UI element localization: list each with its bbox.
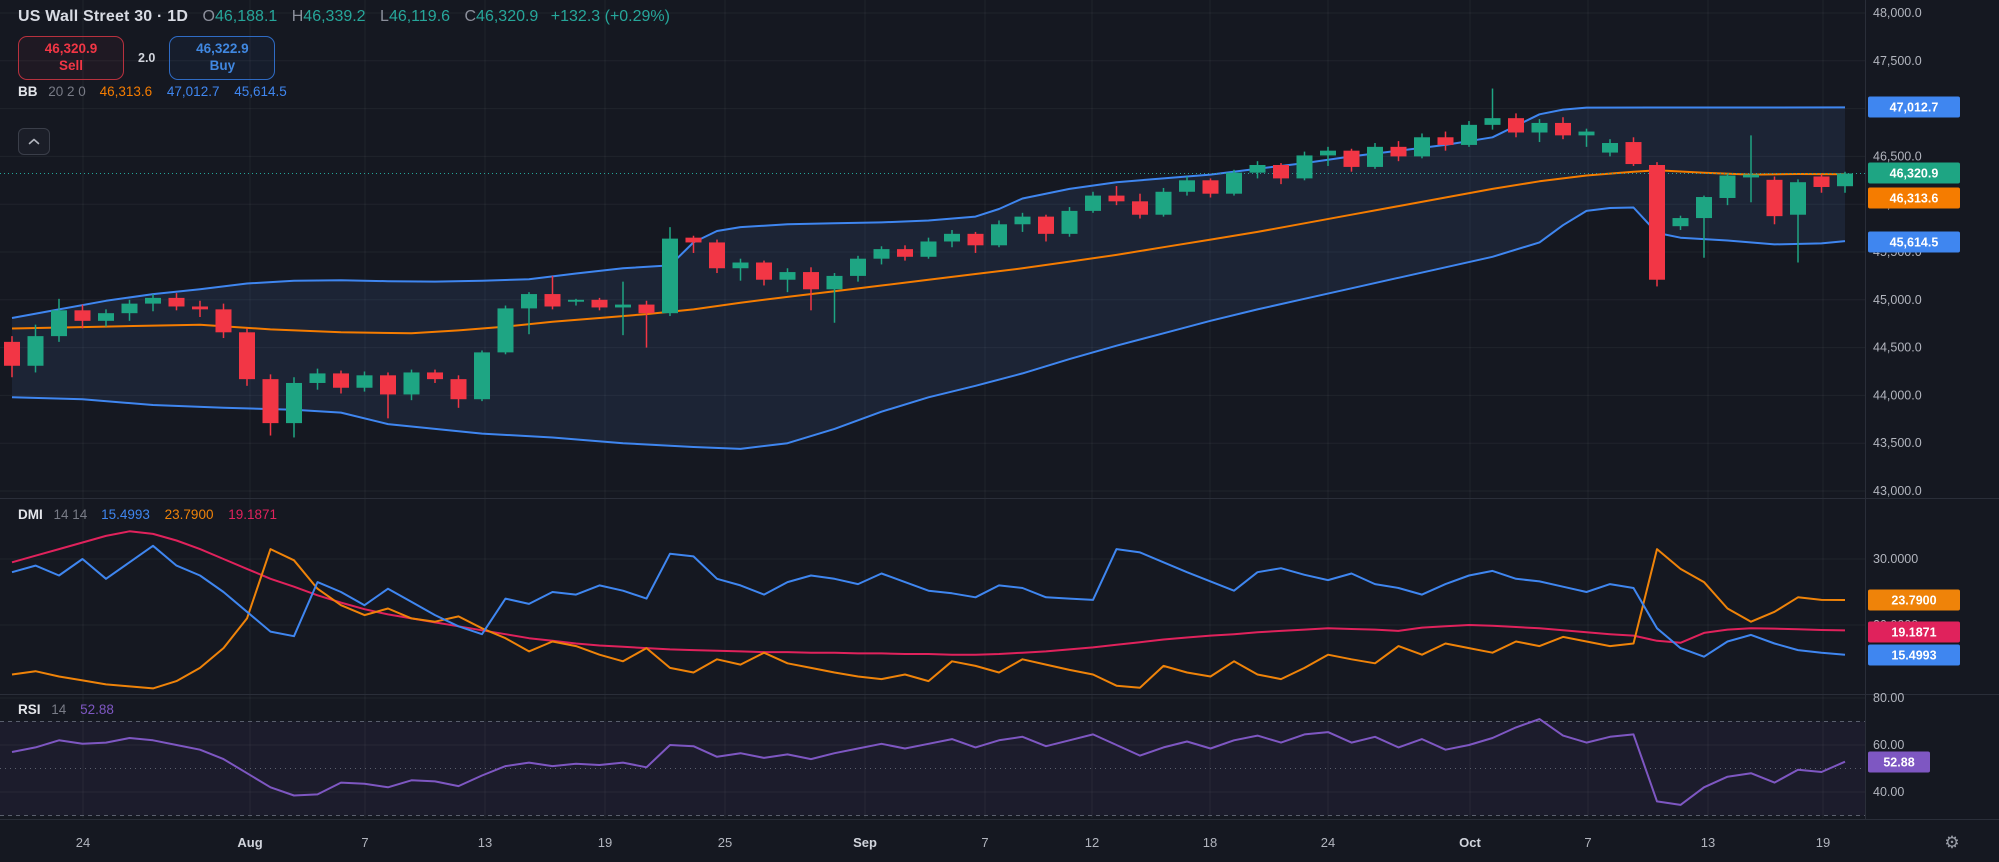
chevron-up-icon bbox=[28, 138, 40, 145]
svg-text:43,500.0: 43,500.0 bbox=[1873, 436, 1922, 450]
sell-button[interactable]: 46,320.9 Sell bbox=[18, 36, 124, 80]
svg-text:7: 7 bbox=[361, 835, 368, 850]
svg-text:7: 7 bbox=[1584, 835, 1591, 850]
buy-button[interactable]: 46,322.9 Buy bbox=[169, 36, 276, 80]
svg-text:23.7900: 23.7900 bbox=[1891, 594, 1936, 608]
trade-panel: 46,320.9 Sell 2.0 46,322.9 Buy bbox=[18, 36, 276, 80]
spread-value: 2.0 bbox=[138, 51, 156, 65]
low-value: 46,119.6 bbox=[388, 8, 451, 25]
collapse-legend-button[interactable] bbox=[18, 128, 50, 155]
svg-text:30.0000: 30.0000 bbox=[1873, 552, 1918, 566]
svg-text:24: 24 bbox=[1321, 835, 1335, 850]
svg-text:44,500.0: 44,500.0 bbox=[1873, 341, 1922, 355]
svg-text:46,320.9: 46,320.9 bbox=[1890, 167, 1939, 181]
svg-text:60.00: 60.00 bbox=[1873, 738, 1904, 752]
svg-text:Aug: Aug bbox=[237, 835, 262, 850]
svg-text:18: 18 bbox=[1203, 835, 1217, 850]
svg-text:13: 13 bbox=[478, 835, 492, 850]
svg-text:12: 12 bbox=[1085, 835, 1099, 850]
bb-upper-value: 47,012.7 bbox=[166, 84, 220, 99]
change-value: +132.3 (+0.29%) bbox=[550, 8, 670, 25]
svg-text:45,000.0: 45,000.0 bbox=[1873, 293, 1922, 307]
svg-text:19: 19 bbox=[598, 835, 612, 850]
buy-label: Buy bbox=[209, 58, 236, 73]
open-value: 46,188.1 bbox=[215, 8, 278, 25]
svg-text:44,000.0: 44,000.0 bbox=[1873, 388, 1922, 402]
bb-basis-value: 46,313.6 bbox=[99, 84, 153, 99]
svg-text:46,313.6: 46,313.6 bbox=[1890, 192, 1939, 206]
svg-text:52.88: 52.88 bbox=[1883, 756, 1914, 770]
svg-text:45,614.5: 45,614.5 bbox=[1890, 236, 1939, 250]
low-label: L bbox=[380, 8, 389, 25]
symbol-title[interactable]: US Wall Street 30 · 1D bbox=[18, 8, 189, 25]
bb-name: BB bbox=[18, 84, 38, 99]
sell-label: Sell bbox=[58, 58, 83, 73]
svg-text:47,012.7: 47,012.7 bbox=[1890, 101, 1939, 115]
svg-text:19.1871: 19.1871 bbox=[1891, 626, 1936, 640]
svg-text:7: 7 bbox=[981, 835, 988, 850]
dmi-adx-value: 19.1871 bbox=[228, 507, 278, 522]
dmi-params: 14 14 bbox=[53, 507, 88, 522]
svg-text:Sep: Sep bbox=[853, 835, 877, 850]
rsi-indicator-legend[interactable]: RSI 14 52.88 bbox=[18, 702, 125, 717]
symbol-header: US Wall Street 30 · 1D O46,188.1 H46,339… bbox=[18, 8, 670, 26]
svg-text:47,500.0: 47,500.0 bbox=[1873, 54, 1922, 68]
close-value: 46,320.9 bbox=[476, 8, 539, 25]
settings-gear-icon[interactable]: ⚙ bbox=[1944, 833, 1959, 852]
dmi-name: DMI bbox=[18, 507, 43, 522]
svg-text:13: 13 bbox=[1701, 835, 1715, 850]
high-label: H bbox=[291, 8, 304, 25]
svg-text:80.00: 80.00 bbox=[1873, 691, 1904, 705]
close-label: C bbox=[464, 8, 477, 25]
svg-text:40.00: 40.00 bbox=[1873, 785, 1904, 799]
svg-text:43,000.0: 43,000.0 bbox=[1873, 484, 1922, 498]
dmi-plus-di-value: 15.4993 bbox=[101, 507, 150, 522]
svg-text:46,500.0: 46,500.0 bbox=[1873, 149, 1922, 163]
open-label: O bbox=[202, 8, 215, 25]
sell-price: 46,320.9 bbox=[44, 41, 98, 57]
bb-lower-value: 45,614.5 bbox=[234, 84, 287, 99]
buy-price: 46,322.9 bbox=[196, 41, 249, 57]
dmi-indicator-legend[interactable]: DMI 14 14 15.4993 23.7900 19.1871 bbox=[18, 507, 288, 522]
svg-text:24: 24 bbox=[76, 835, 90, 850]
svg-text:48,000.0: 48,000.0 bbox=[1873, 6, 1922, 20]
rsi-name: RSI bbox=[18, 702, 41, 717]
bb-indicator-legend[interactable]: BB 20 2 0 46,313.6 47,012.7 45,614.5 bbox=[18, 84, 298, 99]
dmi-minus-di-value: 23.7900 bbox=[164, 507, 214, 522]
svg-text:15.4993: 15.4993 bbox=[1891, 649, 1936, 663]
rsi-value: 52.88 bbox=[80, 702, 114, 717]
rsi-params: 14 bbox=[51, 702, 67, 717]
svg-text:25: 25 bbox=[718, 835, 732, 850]
svg-text:Oct: Oct bbox=[1459, 835, 1481, 850]
bb-params: 20 2 0 bbox=[48, 84, 86, 99]
svg-text:19: 19 bbox=[1816, 835, 1830, 850]
high-value: 46,339.2 bbox=[303, 8, 366, 25]
